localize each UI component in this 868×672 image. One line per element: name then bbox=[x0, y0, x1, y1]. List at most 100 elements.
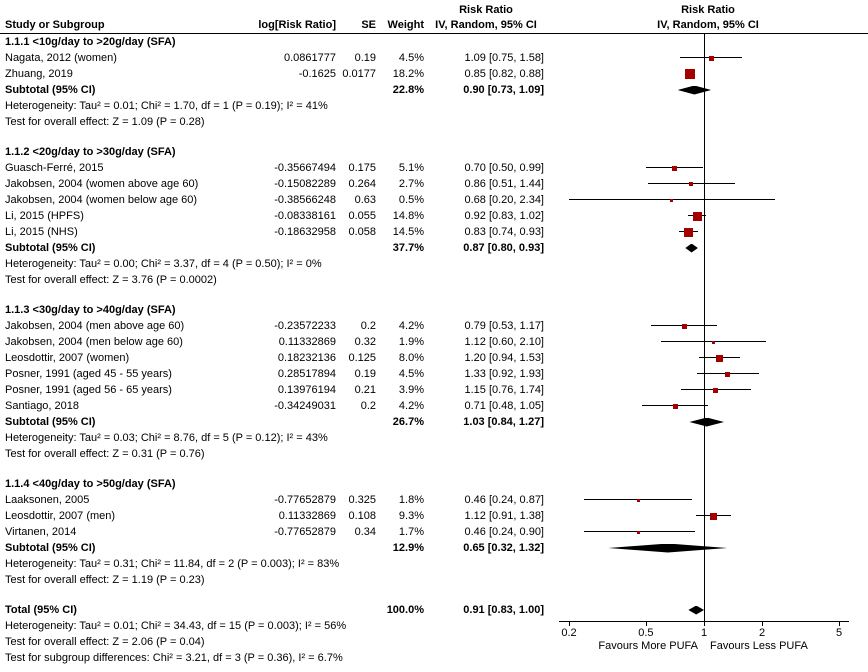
study-row: Leosdottir, 2007 (women) 0.18232136 0.125 8… bbox=[0, 350, 868, 366]
log-rr-value: 0.18232136 bbox=[277, 352, 336, 364]
ci-text-value: 0.92 [0.83, 1.02] bbox=[464, 210, 544, 222]
study-name: Posner, 1991 (aged 45 - 55 years) bbox=[5, 368, 172, 380]
effect-square bbox=[671, 165, 677, 171]
study-row: Nagata, 2012 (women) 0.0861777 0.19 4.5% 1.0… bbox=[0, 50, 868, 66]
weight-value: 4.5% bbox=[398, 52, 424, 64]
plot-cell bbox=[548, 350, 868, 366]
plot-column-title: Risk Ratio bbox=[681, 4, 735, 16]
study-name: Jakobsen, 2004 (women below age 60) bbox=[5, 194, 198, 206]
weight-value: 3.9% bbox=[398, 384, 424, 396]
plot-cell bbox=[548, 50, 868, 66]
weight-value: 12.9% bbox=[392, 542, 424, 554]
overall-effect-row: Test for overall effect: Z = 0.31 (P = 0… bbox=[0, 446, 868, 462]
blank-row bbox=[0, 462, 868, 476]
effect-square bbox=[713, 387, 719, 393]
study-name: Leosdottir, 2007 (men) bbox=[5, 510, 116, 522]
subgroup-differences-row: Test for subgroup differences: Chi² = 3.… bbox=[0, 650, 868, 666]
plot-cell bbox=[548, 66, 868, 82]
study-column-header: Study or Subgroup bbox=[5, 19, 105, 31]
subgroup-title-row-text: 1.1.3 <30g/day to >40g/day (SFA) bbox=[5, 304, 176, 316]
subgroup-title-row-text: 1.1.4 <40g/day to >50g/day (SFA) bbox=[5, 478, 176, 490]
log-rr-value: 0.11332869 bbox=[278, 336, 336, 348]
weight-value: 0.5% bbox=[398, 194, 424, 206]
log-rr-value: 0.28517894 bbox=[277, 368, 336, 380]
blank-row bbox=[0, 130, 868, 144]
study-row: Guasch-Ferré, 2015 -0.35667494 0.175 5.1% 0.… bbox=[0, 160, 868, 176]
se-value: 0.175 bbox=[348, 162, 376, 174]
weight-value: 8.0% bbox=[398, 352, 424, 364]
plot-cell bbox=[548, 240, 868, 256]
study-row: Leosdottir, 2007 (men) 0.11332869 0.108 9.3… bbox=[0, 508, 868, 524]
spacer bbox=[248, 82, 336, 98]
log-rr-value: -0.1625 bbox=[298, 68, 336, 80]
study-row: Jakobsen, 2004 (men below age 60) 0.11332… bbox=[0, 334, 868, 350]
se-value: 0.2 bbox=[360, 400, 376, 412]
effect-square bbox=[685, 69, 696, 79]
overall-effect-row-text: Test for overall effect: Z = 0.31 (P = 0… bbox=[5, 448, 205, 460]
weight-column-header: Weight bbox=[387, 19, 424, 31]
subgroup-differences-row-text: Test for subgroup differences: Chi² = 3.… bbox=[5, 652, 343, 664]
study-row: Posner, 1991 (aged 45 - 55 years) 0.28517… bbox=[0, 366, 868, 382]
weight-value: 1.9% bbox=[398, 336, 424, 348]
plot-cell bbox=[548, 82, 868, 98]
total-heterogeneity-row-text: Heterogeneity: Tau² = 0.01; Chi² = 34.43… bbox=[5, 620, 347, 632]
log-rr-value: -0.35667494 bbox=[274, 162, 336, 174]
favours-left-label: Favours More PUFA bbox=[598, 640, 698, 652]
weight-value: 2.7% bbox=[398, 178, 424, 190]
plot-cell bbox=[548, 192, 868, 208]
ci-text-value: 0.46 [0.24, 0.90] bbox=[464, 526, 544, 538]
subgroup-title-row: 1.1.3 <30g/day to >40g/day (SFA) bbox=[0, 302, 868, 318]
table-header: Risk Ratio Risk Ratio Study or Subgroup … bbox=[0, 0, 868, 34]
se-value: 0.2 bbox=[360, 320, 376, 332]
plot-cell bbox=[548, 208, 868, 224]
study-name: Li, 2015 (NHS) bbox=[5, 226, 78, 238]
study-name: Laaksonen, 2005 bbox=[5, 494, 90, 506]
axis-tick bbox=[645, 621, 647, 626]
total-overall-effect-row-text: Test for overall effect: Z = 2.06 (P = 0… bbox=[5, 636, 205, 648]
effect-square bbox=[708, 55, 714, 61]
pooled-label: Subtotal (95% CI) bbox=[5, 84, 96, 96]
weight-value: 14.8% bbox=[392, 210, 424, 222]
effect-square bbox=[670, 198, 674, 202]
ci-text-value: 0.46 [0.24, 0.87] bbox=[464, 494, 544, 506]
favours-right-label: Favours Less PUFA bbox=[710, 640, 808, 652]
plot-method-header: IV, Random, 95% CI bbox=[657, 19, 759, 31]
se-value: 0.32 bbox=[354, 336, 376, 348]
subgroup-title-row-text: 1.1.2 <20g/day to >30g/day (SFA) bbox=[5, 146, 176, 158]
overall-effect-row: Test for overall effect: Z = 1.19 (P = 0… bbox=[0, 572, 868, 588]
logrr-column-header: log[Risk Ratio] bbox=[258, 19, 336, 31]
study-row: Zhuang, 2019 -0.1625 0.0177 18.2% 0.85 [0.82… bbox=[0, 66, 868, 82]
heterogeneity-row: Heterogeneity: Tau² = 0.03; Chi² = 8.76,… bbox=[0, 430, 868, 446]
pooled-label: Subtotal (95% CI) bbox=[5, 242, 96, 254]
spacer bbox=[376, 3, 424, 18]
ci-text-value: 0.79 [0.53, 1.17] bbox=[464, 320, 544, 332]
subgroup-title-row: 1.1.2 <20g/day to >30g/day (SFA) bbox=[0, 144, 868, 160]
plot-cell bbox=[548, 382, 868, 398]
study-name: Jakobsen, 2004 (men above age 60) bbox=[5, 320, 185, 332]
ci-column-title: Risk Ratio bbox=[459, 4, 513, 16]
study-row: Jakobsen, 2004 (women above age 60) -0.15… bbox=[0, 176, 868, 192]
axis-tick bbox=[762, 621, 764, 626]
weight-value: 5.1% bbox=[398, 162, 424, 174]
weight-value: 1.7% bbox=[398, 526, 424, 538]
weight-value: 4.2% bbox=[398, 320, 424, 332]
heterogeneity-row: Heterogeneity: Tau² = 0.00; Chi² = 3.37,… bbox=[0, 256, 868, 272]
subtotal-row: Subtotal (95% CI) 12.9% 0.65 [0.32, 1.32] bbox=[0, 540, 868, 556]
weight-value: 14.5% bbox=[392, 226, 424, 238]
spacer bbox=[336, 82, 376, 98]
spacer bbox=[336, 602, 376, 618]
ci-text-value: 1.09 [0.75, 1.58] bbox=[464, 52, 544, 64]
log-rr-value: 0.13976194 bbox=[277, 384, 336, 396]
effect-square bbox=[637, 530, 641, 534]
study-row: Li, 2015 (NHS) -0.18632958 0.058 14.5% 0.83 … bbox=[0, 224, 868, 240]
plot-cell bbox=[548, 524, 868, 540]
ci-text-value: 0.65 [0.32, 1.32] bbox=[463, 542, 544, 554]
spacer bbox=[336, 414, 376, 430]
study-name: Nagata, 2012 (women) bbox=[5, 52, 117, 64]
se-value: 0.21 bbox=[354, 384, 376, 396]
study-row: Virtanen, 2014 -0.77652879 0.34 1.7% 0.46 [0… bbox=[0, 524, 868, 540]
plot-cell bbox=[548, 508, 868, 524]
study-name: Posner, 1991 (aged 56 - 65 years) bbox=[5, 384, 172, 396]
x-axis: 0.2 0.5 1 2 5 Favours More PUFA Favours Less P… bbox=[548, 621, 868, 655]
